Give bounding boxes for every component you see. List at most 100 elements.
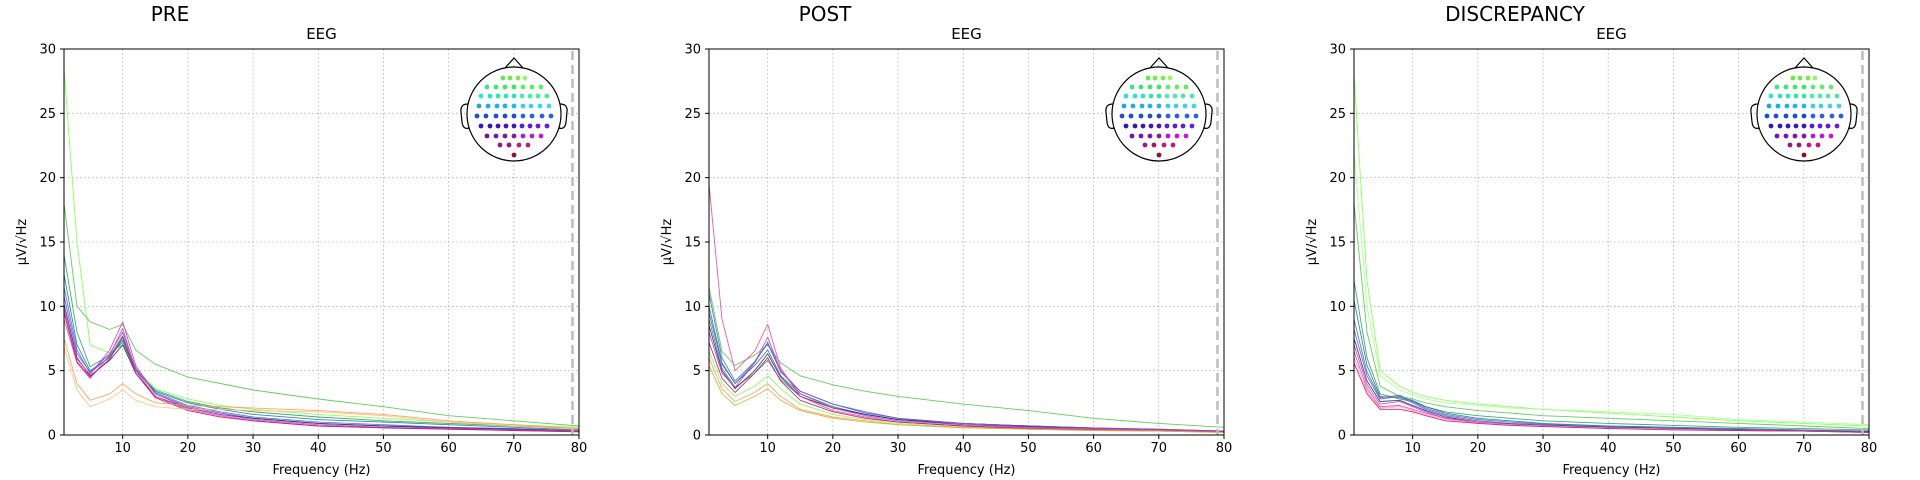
electrode-dot: [1165, 84, 1171, 90]
y-tick-label: 25: [1329, 107, 1346, 122]
electrode-dot: [1180, 123, 1186, 129]
electrode-dot: [1160, 75, 1166, 81]
series-line-4: [63, 286, 580, 431]
electrode-dot: [1806, 142, 1812, 148]
y-tick-label: 30: [1329, 43, 1346, 58]
electrode-dot: [1792, 103, 1798, 109]
x-tick-label: 60: [1730, 441, 1747, 456]
series-line-0: [1353, 74, 1870, 427]
y-tick-label: 0: [48, 429, 56, 444]
electrode-dot: [1156, 152, 1162, 158]
electrode-dot: [529, 84, 535, 90]
x-tick-label: 40: [1600, 441, 1617, 456]
electrode-dot: [1773, 113, 1779, 119]
electrode-dot: [1775, 103, 1781, 109]
electrode-dot: [476, 103, 482, 109]
y-axis-label: µV/√Hz: [1305, 219, 1320, 266]
electrode-dot: [1825, 93, 1831, 99]
y-tick-label: 10: [684, 300, 701, 315]
electrode-dot: [535, 123, 541, 129]
y-tick-label: 15: [684, 236, 701, 251]
electrode-dot: [1156, 103, 1162, 109]
electrode-dot: [1165, 113, 1171, 119]
y-tick-label: 15: [39, 236, 56, 251]
electrode-dot: [516, 142, 522, 148]
electrode-dot: [1138, 133, 1144, 139]
electrode-dot: [548, 113, 554, 119]
sensor-topomap-icon: [460, 57, 568, 162]
electrode-dot: [1184, 113, 1190, 119]
x-tick-label: 10: [1404, 441, 1421, 456]
series-line-7: [1353, 338, 1870, 433]
electrode-dot: [1161, 142, 1167, 148]
electrode-dot: [1783, 84, 1789, 90]
electrode-dot: [1819, 113, 1825, 119]
electrode-dot: [1777, 93, 1783, 99]
electrode-dot: [511, 133, 517, 139]
electrode-dot: [1167, 75, 1173, 81]
y-tick-label: 30: [684, 43, 701, 58]
series-line-7: [63, 308, 580, 432]
x-tick-label: 70: [506, 441, 523, 456]
electrode-dot: [1810, 133, 1816, 139]
electrode-dot: [1793, 123, 1799, 129]
series-line-11: [1353, 362, 1870, 433]
electrode-dot: [1140, 123, 1146, 129]
electrode-dot: [1132, 93, 1138, 99]
y-tick-label: 15: [1329, 236, 1346, 251]
y-tick-label: 10: [1329, 300, 1346, 315]
nose-shape: [504, 57, 524, 69]
series-line-3: [1353, 280, 1870, 431]
x-tick-label: 60: [440, 441, 457, 456]
electrode-dot: [1164, 123, 1170, 129]
y-tick-label: 0: [693, 429, 701, 444]
electrode-dot: [1785, 123, 1791, 129]
electrode-dot: [511, 152, 517, 158]
electrode-dot: [1764, 113, 1770, 119]
electrode-dot: [1156, 123, 1162, 129]
x-tick-label: 40: [310, 441, 327, 456]
series-line-11: [63, 347, 580, 430]
electrode-dot: [1805, 75, 1811, 81]
x-tick-label: 50: [1665, 441, 1682, 456]
x-axis-label: Frequency (Hz): [272, 463, 370, 478]
electrode-dot: [1792, 84, 1798, 90]
electrode-dot: [1785, 93, 1791, 99]
x-tick-label: 30: [1535, 441, 1552, 456]
chart-panel-2: 10 20 30 40 50 60 70 80 0 5 10 15 20 25 30 Frequency (H…: [1305, 2, 1877, 478]
electrode-dot: [1156, 84, 1162, 90]
series-line-10: [708, 357, 1225, 433]
electrode-dot: [495, 123, 501, 129]
electrode-dot: [1152, 75, 1158, 81]
nose-shape: [1149, 57, 1169, 69]
electrode-dot: [1173, 103, 1179, 109]
y-tick-label: 25: [39, 107, 56, 122]
electrode-dot: [485, 103, 491, 109]
x-tick-label: 80: [1216, 441, 1233, 456]
series-line-1: [1353, 151, 1870, 426]
electrode-dot: [1183, 133, 1189, 139]
electrode-dot: [1129, 133, 1135, 139]
x-axis-label: Frequency (Hz): [917, 463, 1015, 478]
electrode-dot: [527, 123, 533, 129]
x-tick-label: 50: [1020, 441, 1037, 456]
electrode-dot: [1121, 103, 1127, 109]
x-tick-label: 10: [759, 441, 776, 456]
electrode-dot: [1138, 84, 1144, 90]
electrode-dot: [511, 84, 517, 90]
x-tick-label: 70: [1796, 441, 1813, 456]
y-tick-label: 5: [1338, 364, 1346, 379]
electrode-dot: [520, 113, 526, 119]
electrode-dot: [1817, 93, 1823, 99]
electrode-dot: [519, 93, 525, 99]
electrode-dot: [474, 113, 480, 119]
electrode-dot: [1174, 113, 1180, 119]
electrode-dot: [1815, 142, 1821, 148]
electrode-dot: [1829, 113, 1835, 119]
electrode-dot: [544, 93, 550, 99]
electrode-dot: [1784, 103, 1790, 109]
electrode-dot: [1189, 93, 1195, 99]
electrode-dot: [1147, 103, 1153, 109]
electrode-dot: [1774, 84, 1780, 90]
